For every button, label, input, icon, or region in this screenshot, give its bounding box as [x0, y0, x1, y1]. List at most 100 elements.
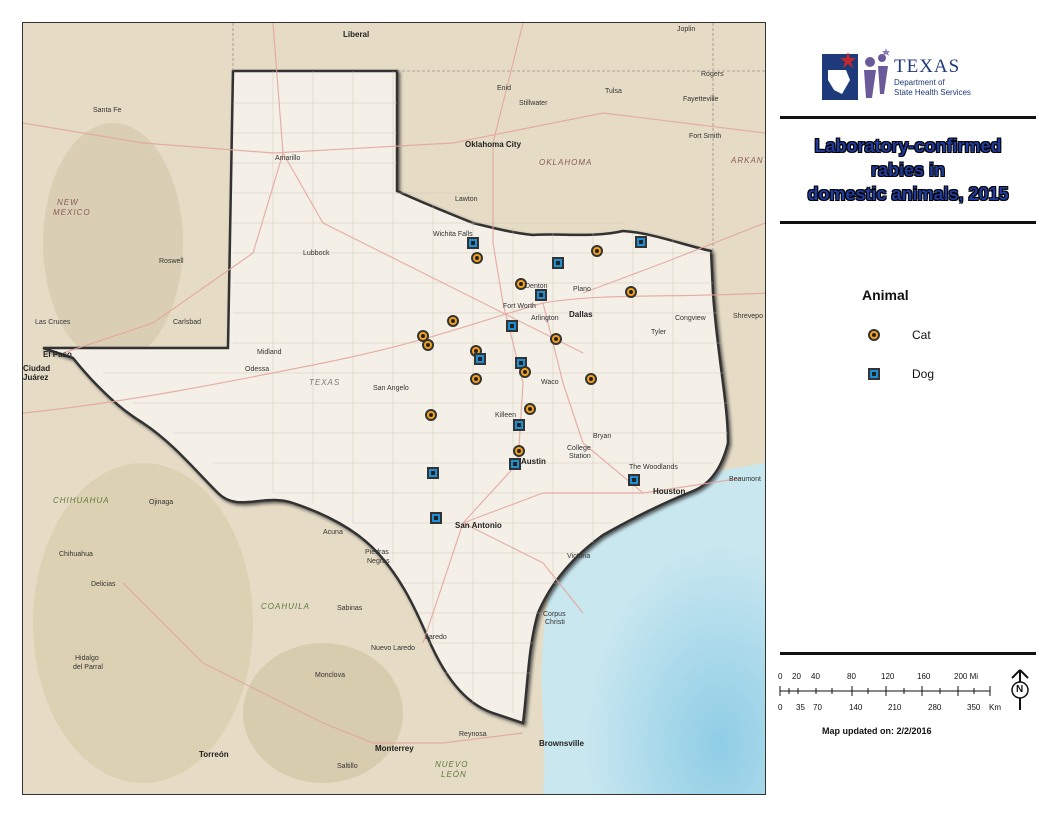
cat-case-marker[interactable]	[524, 403, 536, 415]
divider-bottom	[780, 652, 1036, 655]
dog-case-marker[interactable]	[509, 458, 521, 470]
place-label-beaumont: Beaumont	[729, 476, 761, 483]
title-line-3: domestic animals, 2015	[807, 184, 1009, 204]
cat-case-marker[interactable]	[470, 373, 482, 385]
dog-case-marker[interactable]	[552, 257, 564, 269]
scale-km-140: 140	[849, 703, 863, 712]
place-label-torre-n: Torreón	[199, 750, 229, 759]
place-label-the-woodlands: The Woodlands	[629, 464, 678, 471]
scale-km-0: 0	[778, 703, 783, 712]
place-label-dallas: Dallas	[569, 310, 593, 319]
scale-km-210: 210	[888, 703, 902, 712]
place-label-houston: Houston	[653, 487, 686, 496]
place-label-tulsa: Tulsa	[605, 88, 622, 95]
map-title: Laboratory-confirmed rabies in domestic …	[780, 134, 1036, 206]
place-label-chihuahua: CHIHUAHUA	[53, 496, 110, 505]
place-label-brownsville: Brownsville	[539, 739, 584, 748]
place-label-ciudad: Ciudad	[23, 364, 51, 373]
place-label-las-cruces: Las Cruces	[35, 319, 71, 326]
basemap	[23, 23, 765, 794]
place-label-coahuila: COAHUILA	[261, 602, 310, 611]
cat-case-marker[interactable]	[519, 366, 531, 378]
place-label-denton: Denton	[525, 283, 548, 290]
logo-line2: State Health Services	[894, 88, 971, 97]
divider-mid	[780, 221, 1036, 224]
dog-case-marker[interactable]	[430, 512, 442, 524]
place-label-del-parral: del Parral	[73, 664, 103, 671]
scale-km-350: 350	[967, 703, 981, 712]
place-label-midland: Midland	[257, 349, 282, 356]
cat-case-marker[interactable]	[422, 339, 434, 351]
scale-bar: 0 20 40 80 120 160 200 Mi 0 35 70 140 21…	[778, 672, 1001, 712]
legend-dog-label: Dog	[912, 367, 935, 381]
place-label-rogers: Rogers	[701, 71, 724, 78]
place-label-enid: Enid	[497, 85, 512, 92]
legend-cat-label: Cat	[912, 328, 931, 342]
place-label-austin: Austin	[521, 457, 546, 466]
place-label-fort-smith: Fort Smith	[689, 133, 722, 140]
place-label-corpus: Corpus	[543, 611, 566, 618]
scale-mi-80: 80	[847, 672, 856, 681]
scale-mi-20: 20	[792, 672, 801, 681]
logo-subtitle: Department of State Health Services	[894, 78, 971, 98]
place-label-carlsbad: Carlsbad	[173, 319, 202, 326]
scale-mi-160: 160	[917, 672, 931, 681]
place-label-bryan: Bryan	[593, 433, 612, 440]
dog-case-marker[interactable]	[467, 237, 479, 249]
place-label-ojinaga: Ojinaga	[149, 499, 174, 506]
place-label-christi: Christi	[545, 619, 565, 626]
place-label-oklahoma-city: Oklahoma City	[465, 140, 522, 149]
place-label-mexico: MEXICO	[53, 208, 91, 217]
place-label-nuevo-laredo: Nuevo Laredo	[371, 645, 415, 652]
scale-bar-ruler	[779, 686, 991, 696]
place-label-le-n: LEÓN	[441, 770, 467, 779]
place-label-college: College	[567, 445, 591, 452]
scale-mi-40: 40	[811, 672, 820, 681]
cat-case-marker[interactable]	[515, 278, 527, 290]
place-label-wichita-falls: Wichita Falls	[433, 231, 473, 238]
place-label-lubbock: Lubbock	[303, 250, 330, 257]
divider-top	[780, 116, 1036, 119]
cat-case-marker[interactable]	[585, 373, 597, 385]
map-updated-date: Map updated on: 2/2/2016	[822, 726, 932, 736]
logo-name: TEXAS	[894, 56, 961, 77]
cat-case-marker[interactable]	[471, 252, 483, 264]
scale-mi-120: 120	[881, 672, 895, 681]
place-label-monclova: Monclova	[315, 672, 345, 679]
place-label-delicias: Delicias	[91, 581, 116, 588]
place-label-arlington: Arlington	[531, 315, 559, 322]
dog-case-marker[interactable]	[628, 474, 640, 486]
legend-title: Animal	[862, 287, 909, 303]
dog-case-marker[interactable]	[427, 467, 439, 479]
dog-case-marker[interactable]	[535, 289, 547, 301]
place-label-joplin: Joplin	[677, 26, 696, 33]
dog-marker-icon	[868, 368, 880, 380]
place-label-piedras: Piedras	[365, 549, 389, 556]
cat-case-marker[interactable]	[591, 245, 603, 257]
logo-line1: Department of	[894, 78, 945, 87]
cat-case-marker[interactable]	[447, 315, 459, 327]
dog-case-marker[interactable]	[513, 419, 525, 431]
place-label-victoria: Victoria	[567, 553, 591, 560]
place-label-stillwater: Stillwater	[519, 100, 548, 107]
scale-mi-0: 0	[778, 672, 783, 681]
dog-case-marker[interactable]	[474, 353, 486, 365]
cat-case-marker[interactable]	[425, 409, 437, 421]
dog-case-marker[interactable]	[506, 320, 518, 332]
cat-case-marker[interactable]	[625, 286, 637, 298]
scale-km-280: 280	[928, 703, 942, 712]
map-frame[interactable]: Liberal Joplin Rogers Santa Fe Enid Tulsa Faye…	[22, 22, 766, 795]
place-label-san-antonio: San Antonio	[455, 521, 502, 530]
place-label-hidalgo: Hidalgo	[75, 655, 99, 662]
place-label-station: Station	[569, 453, 591, 460]
dog-case-marker[interactable]	[635, 236, 647, 248]
place-label-fort-worth: Fort Worth	[503, 303, 536, 310]
place-label-tyler: Tyler	[651, 329, 667, 336]
place-label-congview: Congview	[675, 315, 706, 322]
cat-case-marker[interactable]	[550, 333, 562, 345]
title-line-2: rabies in	[870, 160, 946, 180]
place-label-new: NEW	[57, 198, 79, 207]
title-line-1: Laboratory-confirmed	[814, 136, 1002, 156]
cat-case-marker[interactable]	[513, 445, 525, 457]
place-label-sabinas: Sabinas	[337, 605, 363, 612]
